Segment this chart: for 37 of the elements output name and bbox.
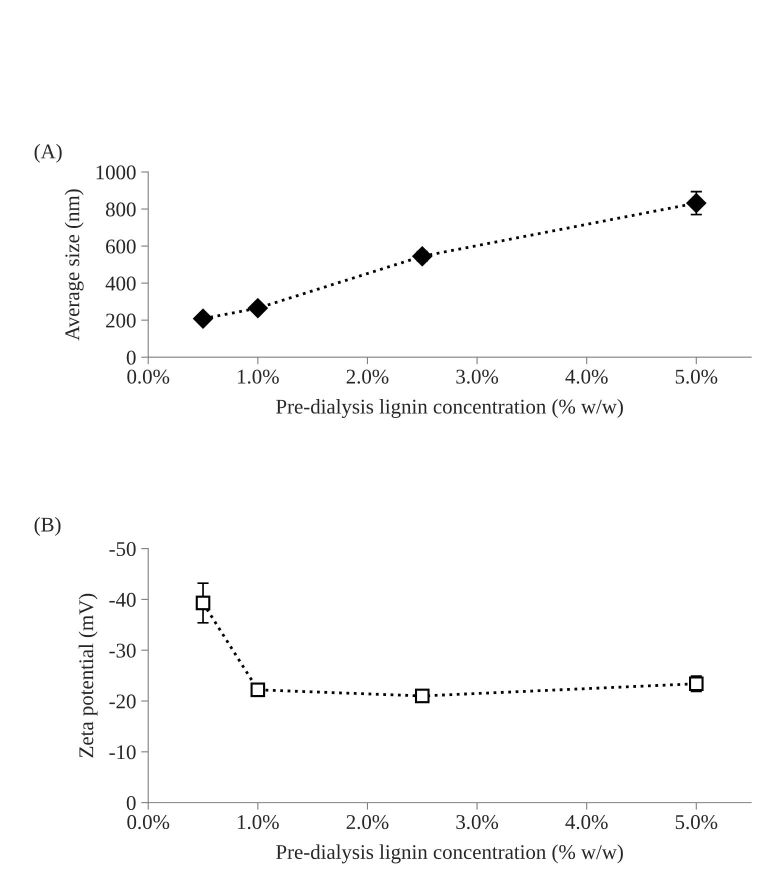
x-tick-label: 3.0% xyxy=(456,815,498,830)
x-axis-title: Pre-dialysis lignin concentration (% w/w) xyxy=(276,399,623,418)
x-tick-label: 5.0% xyxy=(676,815,718,830)
x-tick-label: 1.0% xyxy=(238,815,279,830)
y-axis-title: Zeta potential (mV) xyxy=(78,594,98,758)
x-tick-label: 1.0% xyxy=(238,370,279,384)
point xyxy=(412,246,432,266)
point xyxy=(193,308,213,329)
y-tick-label: 800 xyxy=(106,202,136,216)
y-tick-label: 0 xyxy=(126,350,136,365)
y-tick-label: 1000 xyxy=(96,165,136,180)
x-tick-label: 0.0% xyxy=(127,370,170,384)
y-tick-label: 0 xyxy=(126,796,136,810)
point xyxy=(414,688,430,704)
y-axis-title: Average size (nm) xyxy=(64,189,84,341)
y-tick-label: -10 xyxy=(109,745,136,760)
y-tick-label: -30 xyxy=(109,644,136,658)
x-tick-label: 4.0% xyxy=(565,370,608,384)
y-tick-label: -40 xyxy=(109,592,136,607)
x-axis-title: Pre-dialysis lignin concentration (% w/w) xyxy=(276,844,623,864)
x-tick-label: 2.0% xyxy=(346,370,388,384)
y-tick-label: 200 xyxy=(106,314,136,328)
point xyxy=(250,682,266,698)
text: (B) xyxy=(34,517,61,536)
x-tick-label: 4.0% xyxy=(565,815,608,830)
y-tick-label: 600 xyxy=(106,239,136,254)
text: (A) xyxy=(34,144,62,163)
x-tick-label: 5.0% xyxy=(676,370,718,384)
x-tick-label: 3.0% xyxy=(456,370,498,384)
x-tick-label: 0.0% xyxy=(127,815,170,830)
y-tick-label: -50 xyxy=(109,542,136,556)
point xyxy=(196,596,210,610)
y-tick-label: -20 xyxy=(109,694,136,708)
point xyxy=(686,193,706,213)
point xyxy=(248,298,268,318)
x-tick-label: 2.0% xyxy=(346,815,388,830)
y-tick-label: 400 xyxy=(106,276,136,291)
